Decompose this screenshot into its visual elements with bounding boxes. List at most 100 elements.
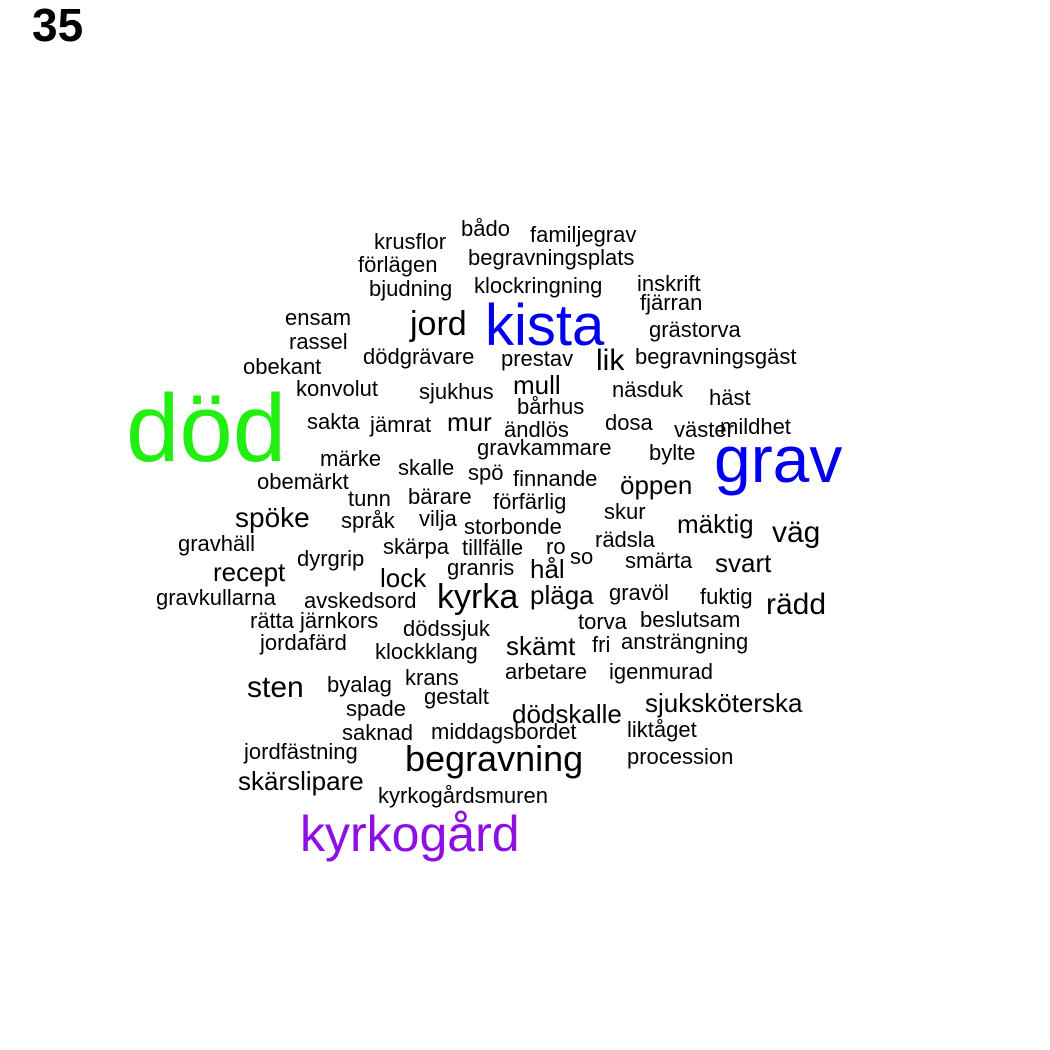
word-kyrkogardsmuren: kyrkogårdsmuren <box>378 783 548 808</box>
word-skarslipare: skärslipare <box>238 766 364 796</box>
word-grastorva: grästorva <box>649 317 741 342</box>
word-vaster: väster <box>674 417 734 442</box>
word-sjukskoterska: sjuksköterska <box>645 688 803 718</box>
word-avskedsord: avskedsord <box>304 588 417 613</box>
word-mildhet: mildhet <box>720 414 791 439</box>
word-arbetare: arbetare <box>505 659 587 684</box>
word-skur: skur <box>604 499 646 524</box>
word-klockklang: klockklang <box>375 639 478 664</box>
word-mull: mull <box>513 370 561 400</box>
word-inskrift: inskrift <box>637 271 701 296</box>
word-maktig: mäktig <box>677 509 754 539</box>
word-andlos: ändlös <box>504 417 569 442</box>
word-dodssjuk: dödssjuk <box>403 616 490 641</box>
word-dod: död <box>126 375 287 482</box>
word-beslutsam: beslutsam <box>640 607 741 632</box>
word-fri: fri <box>592 632 611 657</box>
word-spade: spade <box>346 696 406 721</box>
word-vilja: vilja <box>419 506 457 531</box>
word-marke: märke <box>320 446 382 471</box>
word-rassel: rassel <box>289 329 348 354</box>
word-dodskalle: dödskalle <box>512 699 622 729</box>
word-konvolut: konvolut <box>296 376 378 401</box>
word-skarpa: skärpa <box>383 534 450 559</box>
word-ro: ro <box>546 534 566 559</box>
word-plaga: pläga <box>530 580 594 610</box>
word-sprak: språk <box>341 508 395 533</box>
word-tunn: tunn <box>348 486 391 511</box>
word-bado: bådo <box>461 216 510 241</box>
word-barare: bärare <box>408 484 472 509</box>
word-begravningsplats: begravningsplats <box>468 245 635 270</box>
word-bjudning: bjudning <box>369 276 453 301</box>
word-prestav: prestav <box>501 346 574 371</box>
word-bylte: bylte <box>649 440 696 465</box>
word-klockringning: klockringning <box>474 273 603 298</box>
word-ratta: rätta <box>250 608 295 633</box>
word-begravning: begravning <box>405 738 584 779</box>
word-sten: sten <box>247 671 304 704</box>
word-radsla: rädsla <box>595 527 655 552</box>
word-krusflor: krusflor <box>374 229 447 254</box>
word-skamt: skämt <box>506 631 576 661</box>
word-fjarran: fjärran <box>640 290 703 315</box>
word-torva: torva <box>578 609 627 634</box>
word-finnande: finnande <box>513 466 598 491</box>
word-hast: häst <box>709 385 751 410</box>
word-jordfastning: jordfästning <box>244 739 358 764</box>
word-kyrkogard: kyrkogård <box>300 806 520 862</box>
word-gravkammare: gravkammare <box>477 435 612 460</box>
word-kista: kista <box>485 293 605 358</box>
word-ensam: ensam <box>285 305 352 330</box>
word-forfarlig: förfärlig <box>493 489 567 514</box>
word-tillfalle: tillfälle <box>462 535 524 560</box>
word-svart: svart <box>715 548 772 578</box>
word-lik: lik <box>596 344 625 377</box>
word-kyrka: kyrka <box>437 578 519 616</box>
word-byalag: byalag <box>327 672 392 697</box>
word-dodgravare: dödgrävare <box>363 344 475 369</box>
word-lock: lock <box>380 563 427 593</box>
word-forlagen: förlägen <box>358 252 438 277</box>
word-jordafard: jordafärd <box>260 630 347 655</box>
word-nasduk: näsduk <box>612 377 683 402</box>
word-jarnkors: järnkors <box>300 608 379 633</box>
word-gravhall: gravhäll <box>178 531 256 556</box>
word-sjukhus: sjukhus <box>419 379 494 404</box>
word-grav: grav <box>714 422 843 496</box>
word-obekant: obekant <box>243 354 322 379</box>
word-smarta: smärta <box>625 548 693 573</box>
word-gestalt: gestalt <box>424 684 489 709</box>
word-radd: rädd <box>766 588 827 621</box>
word-middagsbordet: middagsbordet <box>431 719 577 744</box>
word-spoke: spöke <box>235 502 310 533</box>
word-oppen: öppen <box>620 470 693 500</box>
word-dyrgrip: dyrgrip <box>297 546 365 571</box>
word-gravol: gravöl <box>609 580 669 605</box>
word-obemarkt: obemärkt <box>257 469 349 494</box>
word-familjegrav: familjegrav <box>530 222 637 247</box>
word-krans: krans <box>405 665 459 690</box>
page-number: 35 <box>32 0 84 51</box>
word-hal: hål <box>530 554 565 584</box>
word-saknad: saknad <box>342 720 413 745</box>
word-igenmurad: igenmurad <box>609 659 713 684</box>
word-dosa: dosa <box>605 410 653 435</box>
word-sakta: sakta <box>307 409 360 434</box>
word-jord: jord <box>410 305 467 343</box>
word-jamrat: jämrat <box>370 412 432 437</box>
word-liktaget: liktåget <box>627 717 697 742</box>
word-so: so <box>570 544 594 569</box>
word-storbonde: storbonde <box>464 514 562 539</box>
word-barhus: bårhus <box>517 394 585 419</box>
word-vag: väg <box>772 516 821 549</box>
word-recept: recept <box>213 557 286 587</box>
word-gravkullarna: gravkullarna <box>156 585 276 610</box>
word-mur: mur <box>447 407 492 437</box>
word-spo: spö <box>468 460 504 485</box>
word-procession: procession <box>627 744 734 769</box>
word-granris: granris <box>447 555 515 580</box>
word-begravningsgast: begravningsgäst <box>635 344 797 369</box>
word-fuktig: fuktig <box>700 584 753 609</box>
